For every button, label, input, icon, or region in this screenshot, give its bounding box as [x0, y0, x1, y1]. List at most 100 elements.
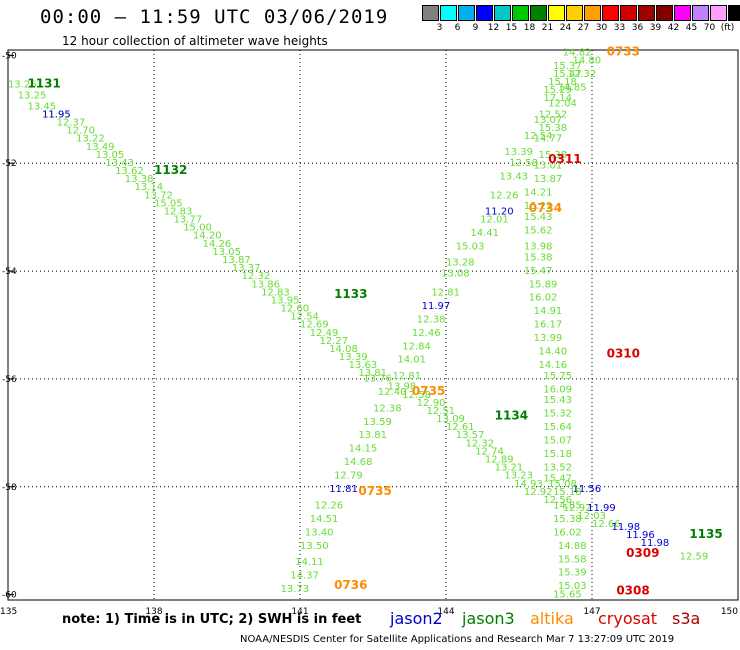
wave-height-value: 14.85 [558, 82, 587, 93]
wave-height-value: 12.69 [300, 320, 329, 331]
wave-height-value: 12.32 [568, 69, 597, 80]
wave-height-value: 15.65 [553, 589, 582, 600]
wave-height-value: 14.15 [349, 444, 378, 455]
colorbar-swatch [476, 5, 493, 21]
wave-height-value: 13.39 [339, 352, 368, 363]
wave-height-value: 15.62 [524, 225, 553, 236]
legend-altika: altika [530, 609, 574, 628]
wave-height-value: 12.83 [164, 206, 193, 217]
wave-height-value: 12.70 [66, 126, 95, 137]
wave-height-value: 12.27 [319, 336, 348, 347]
wave-height-value: 15.58 [558, 554, 587, 565]
lon-tick-label: 135 [0, 607, 17, 617]
colorbar-swatch [620, 5, 637, 21]
wave-height-value: 12.52 [538, 109, 567, 120]
colorbar-label: 21 [541, 23, 554, 33]
wave-height-value: 12.54 [524, 131, 553, 142]
lat-tick-label: -60 [2, 591, 17, 601]
wave-height-value: 15.23 [524, 201, 553, 212]
pass-label: 1132 [154, 163, 187, 177]
wave-height-value: 15.03 [558, 581, 587, 592]
colorbar-swatch [566, 5, 583, 21]
lat-tick-label: -56 [2, 375, 17, 385]
wave-height-value: 13.81 [358, 430, 387, 441]
wave-height-value: 16.09 [543, 384, 572, 395]
wave-height-value: 11.96 [626, 530, 655, 541]
wave-height-value: 13.26 [8, 80, 37, 91]
wave-height-value: 15.75 [543, 371, 572, 382]
wave-height-value: 11.98 [611, 522, 640, 533]
wave-height-value: 11.95 [42, 109, 71, 120]
legend-cryosat: cryosat [598, 609, 658, 628]
pass-label: 1135 [689, 527, 722, 541]
wave-height-value: 14.51 [310, 514, 339, 525]
pass-label: 0310 [607, 346, 640, 360]
wave-height-value: 14.40 [538, 347, 567, 358]
wave-height-value: 12.81 [431, 287, 460, 298]
colorbar-swatch [458, 5, 475, 21]
colorbar-swatch [512, 5, 529, 21]
note-text: note: 1) Time is in UTC; 2) SWH is in fe… [62, 612, 362, 627]
wave-height-value: 13.28 [446, 258, 475, 269]
colorbar-swatch [530, 5, 547, 21]
wave-height-value: 14.77 [534, 134, 563, 145]
wave-height-value: 12.54 [290, 312, 319, 323]
wave-height-value: 15.47 [543, 473, 572, 484]
wave-height-value: 14.01 [397, 355, 426, 366]
colorbar-swatch [440, 5, 457, 21]
wave-height-value: 13.38 [125, 174, 154, 185]
wave-height-value: 12.58 [509, 158, 538, 169]
wave-height-value: 15.29 [543, 85, 572, 96]
wave-height-value: 12.92 [563, 503, 592, 514]
colorbar-label: 24 [559, 23, 572, 33]
wave-height-value: 15.05 [154, 198, 183, 209]
wave-height-value: 13.39 [504, 147, 533, 158]
wave-height-value: 12.59 [680, 552, 709, 563]
wave-height-value: 15.37 [553, 61, 582, 72]
colorbar-label: 18 [523, 23, 536, 33]
wave-height-value: 14.80 [573, 55, 602, 66]
colorbar-swatch [710, 5, 727, 21]
colorbar-label: 36 [631, 23, 644, 33]
legend-jason3: jason3 [462, 609, 515, 628]
wave-height-value: 15.18 [543, 449, 572, 460]
lon-tick-label: 147 [583, 607, 600, 617]
map-subtitle: 12 hour collection of altimeter wave hei… [62, 34, 328, 48]
wave-height-value: 12.84 [402, 341, 431, 352]
colorbar-label: 9 [472, 23, 479, 33]
wave-height-value: 12.04 [548, 99, 577, 110]
wave-height-value: 15.18 [548, 77, 577, 88]
wave-height-value: 11.97 [422, 301, 451, 312]
wave-height-value: 14.91 [534, 306, 563, 317]
wave-height-value: 15.38 [538, 150, 567, 161]
wave-height-value: 13.50 [300, 541, 329, 552]
wave-height-value: 14.08 [329, 344, 358, 355]
pass-labels: 1131 1132 1133 1134 1135 0733 0734 0735 0735 0736… [27, 44, 722, 597]
wave-height-value: 15.43 [543, 395, 572, 406]
wave-height-value: 16.17 [534, 320, 563, 331]
wave-height-value: 12.74 [475, 446, 504, 457]
wave-height-value: 15.38 [553, 514, 582, 525]
wave-height-value: 13.95 [271, 295, 300, 306]
wave-height-value: 11.81 [329, 484, 358, 495]
colorbar-label: 39 [649, 23, 662, 33]
wave-height-value: 12.92 [524, 487, 553, 498]
wave-height-value: 12.61 [446, 422, 475, 433]
wave-height-value: 12.26 [315, 500, 344, 511]
pass-label: 0309 [626, 546, 659, 560]
colorbar-label: 15 [505, 23, 518, 33]
wave-height-value: 15.07 [543, 436, 572, 447]
colorbar-label: 27 [577, 23, 590, 33]
wave-height-value: 13.98 [388, 382, 417, 393]
wave-height-value: 13.98 [524, 242, 553, 253]
colorbar-swatch [422, 5, 439, 21]
wave-height-value: 13.21 [495, 463, 524, 474]
wave-height-value: 13.40 [305, 527, 334, 538]
wave-height-value: 12.58 [402, 390, 431, 401]
wave-height-value: 12.46 [412, 328, 441, 339]
wave-height-value: 13.72 [144, 190, 173, 201]
wave-height-value: 12.37 [57, 117, 86, 128]
wave-height-value: 14.20 [193, 231, 222, 242]
lat-tick-label: -58 [2, 483, 17, 493]
wave-height-value: 12.81 [392, 371, 421, 382]
